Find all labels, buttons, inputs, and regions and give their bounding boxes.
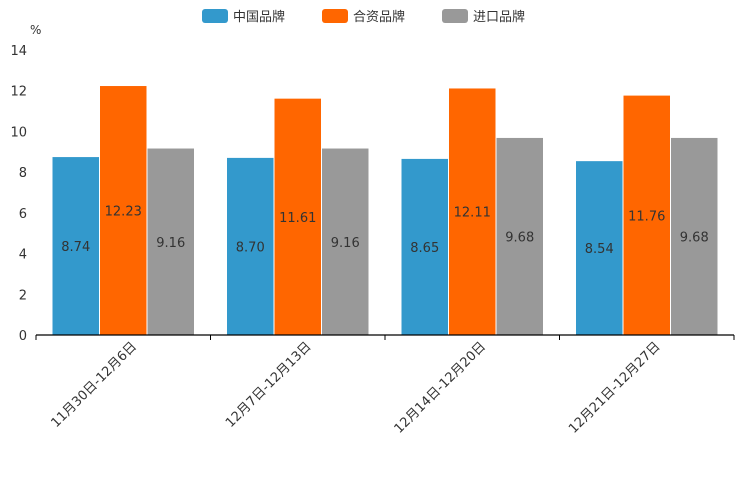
legend-swatch [202,9,228,23]
y-tick-label: 8 [19,166,27,181]
y-tick-label: 12 [10,85,27,100]
y-tick-label: 10 [10,125,27,140]
data-label: 8.70 [236,240,265,255]
legend-item[interactable]: 中国品牌 [202,9,285,25]
bar[interactable] [496,137,544,335]
bar[interactable] [147,148,195,335]
x-category-label: 12月7日-12月13日 [223,339,315,431]
data-labels: 8.74 12.23 9.16 8.70 11.61 9.16 8.65 12.11 9.68 8… [61,205,708,258]
x-category-label: 11月30日-12月6日 [48,339,140,431]
y-tick-label: 6 [19,207,27,222]
legend: 中国品牌 合资品牌 进口品牌 [202,9,525,25]
y-tick-label: 2 [19,288,27,303]
bar[interactable] [52,157,100,335]
data-label: 8.65 [410,241,439,256]
bar[interactable] [401,158,449,335]
legend-swatch [322,9,348,23]
data-label: 9.16 [331,236,360,251]
legend-swatch [442,9,468,23]
data-label: 11.76 [628,209,665,224]
bar[interactable] [274,98,322,336]
data-label: 12.11 [454,206,491,221]
x-category-label: 12月14日-12月20日 [392,339,489,436]
x-axis: 11月30日-12月6日 12月7日-12月13日 12月14日-12月20日 12月… [35,334,735,437]
data-label: 9.68 [505,230,534,245]
legend-item[interactable]: 合资品牌 [322,9,405,25]
x-category-label: 12月21日-12月27日 [566,339,663,436]
y-tick-label: 0 [19,329,27,344]
bars [52,86,718,336]
y-axis: 0 2 4 6 8 10 12 14 [10,44,27,344]
data-label: 8.54 [585,242,614,257]
legend-label: 合资品牌 [353,9,405,25]
data-label: 8.74 [61,240,90,255]
data-label: 12.23 [105,205,142,220]
bar[interactable] [623,95,671,335]
bar[interactable] [449,88,496,335]
bar[interactable] [671,137,718,335]
legend-label: 进口品牌 [473,9,525,25]
y-tick-label: 14 [10,44,27,59]
bar[interactable] [100,86,147,336]
bar[interactable] [576,161,623,335]
data-label: 9.68 [680,230,709,245]
y-axis-unit-label: % [30,23,41,37]
bar[interactable] [227,157,274,335]
legend-item[interactable]: 进口品牌 [442,9,525,25]
bar[interactable] [322,148,369,335]
legend-label: 中国品牌 [233,9,285,25]
y-tick-label: 4 [19,248,27,263]
data-label: 11.61 [279,211,316,226]
data-label: 9.16 [156,236,185,251]
